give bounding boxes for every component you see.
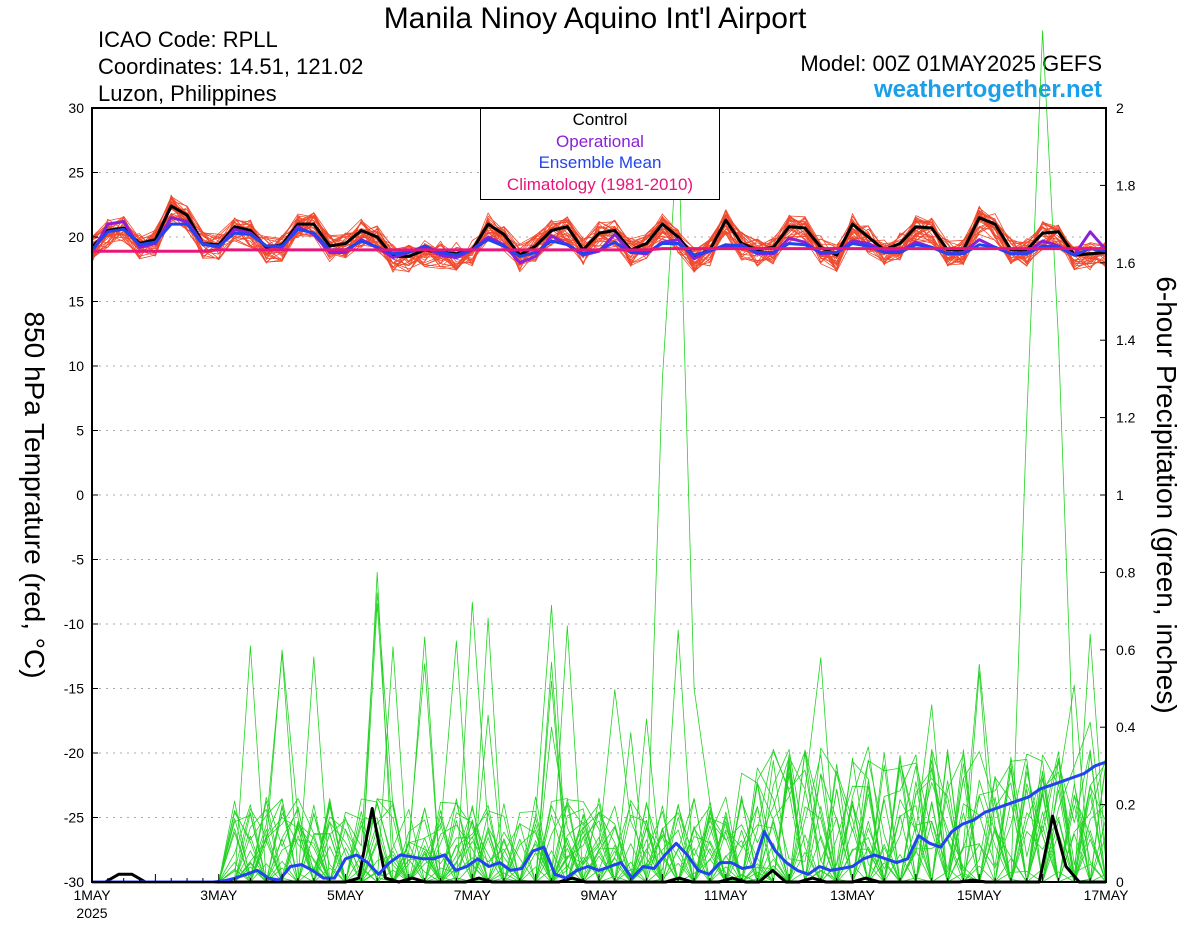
x-tick-label: 5MAY	[327, 887, 365, 903]
y2-tick-label: 1.8	[1116, 177, 1136, 193]
precip-member-line	[92, 656, 1107, 883]
legend-operational: Operational	[556, 131, 644, 151]
legend: Control Operational Ensemble Mean Climat…	[480, 108, 720, 200]
series-line	[92, 760, 1107, 884]
icao-code: ICAO Code: RPLL	[98, 27, 278, 52]
series-line	[92, 247, 1106, 253]
model-run: Model: 00Z 01MAY2025 GEFS	[800, 51, 1102, 76]
y-axis-label-left: 850 hPa Temprature (red, °C)	[19, 311, 50, 679]
y-tick-label: 30	[68, 100, 84, 116]
y-tick-label: 0	[76, 487, 84, 503]
temp-member-line	[91, 213, 1107, 270]
region: Luzon, Philippines	[98, 81, 277, 106]
x-tick-sublabel: 2025	[76, 905, 107, 921]
coordinates: Coordinates: 14.51, 121.02	[98, 54, 364, 79]
legend-ensemble-mean: Ensemble Mean	[538, 153, 662, 172]
site-link[interactable]: weathertogether.net	[873, 76, 1102, 103]
x-tick-label: 1MAY	[73, 887, 111, 903]
y-tick-label: 25	[68, 165, 84, 181]
y-tick-label: -20	[64, 745, 84, 761]
y-tick-label: 5	[76, 423, 84, 439]
precip-member-line	[92, 30, 1107, 883]
y2-tick-label: 2	[1116, 100, 1124, 116]
x-tick-label: 15MAY	[957, 887, 1003, 903]
y2-tick-label: 0.6	[1116, 642, 1136, 658]
y-tick-label: -30	[64, 874, 84, 890]
chart-title: Manila Ninoy Aquino Int'l Airport	[383, 2, 807, 35]
precip-member-line	[92, 649, 1107, 883]
precip-member-line	[92, 751, 1107, 883]
y2-tick-label: 0	[1116, 874, 1124, 890]
precip-member-line	[92, 646, 1106, 883]
temp-member-line	[91, 212, 1107, 266]
x-tick-label: 7MAY	[454, 887, 492, 903]
precip-member-line	[92, 754, 1107, 883]
precip-member-line	[92, 751, 1107, 883]
y2-tick-label: 1.6	[1116, 255, 1136, 271]
y2-tick-label: 0.8	[1116, 564, 1136, 580]
x-tick-label: 11MAY	[704, 887, 748, 903]
precip-member-line	[92, 645, 1106, 883]
y-tick-label: 10	[68, 358, 84, 374]
y2-tick-label: 0.2	[1116, 797, 1136, 813]
y2-tick-label: 0.4	[1116, 719, 1136, 735]
legend-climatology: Climatology (1981-2010)	[506, 174, 694, 194]
y-axis-label-right: 6-hour Precipitation (green, inches)	[1151, 276, 1182, 714]
x-tick-label: 3MAY	[200, 887, 238, 903]
x-tick-label: 9MAY	[580, 887, 618, 903]
y2-tick-label: 1	[1116, 487, 1124, 503]
y-tick-label: -15	[64, 681, 84, 697]
y-tick-label: -25	[64, 810, 84, 826]
legend-control: Control	[572, 110, 628, 129]
y-tick-label: -5	[72, 552, 85, 568]
y-tick-label: -10	[64, 616, 84, 632]
y-tick-label: 20	[68, 229, 84, 245]
x-tick-label: 13MAY	[830, 887, 876, 903]
y2-tick-label: 1.2	[1116, 410, 1136, 426]
y-tick-label: 15	[68, 294, 84, 310]
x-tick-label: 17MAY	[1084, 887, 1130, 903]
y2-tick-label: 1.4	[1116, 332, 1136, 348]
